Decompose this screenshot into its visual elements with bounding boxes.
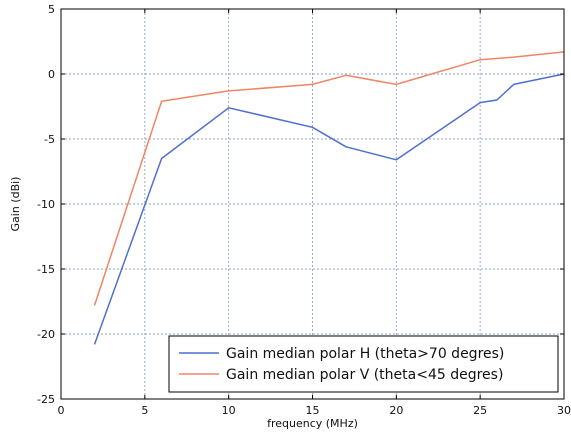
series-line-2: [93, 51, 565, 306]
axis-ticks: [60, 8, 565, 400]
y-tick-label: 5: [48, 3, 55, 16]
legend-box: [168, 335, 559, 393]
y-axis-label: Gain (dBi): [9, 177, 22, 232]
x-tick-label: 25: [473, 404, 487, 417]
grid: [61, 9, 564, 399]
y-tick-label: 0: [48, 68, 55, 81]
x-tick-label: 20: [389, 404, 403, 417]
series-lines: [93, 51, 565, 345]
legend: Gain median polar H (theta>70 degres) Gai…: [168, 335, 559, 393]
y-tick-label: -20: [37, 328, 55, 341]
y-tick-label: -25: [37, 393, 55, 406]
legend-label-2: Gain median polar V (theta<45 degres): [226, 367, 503, 383]
legend-label-1: Gain median polar H (theta>70 degres): [226, 346, 504, 362]
x-tick-label: 0: [58, 404, 65, 417]
x-tick-label: 10: [222, 404, 236, 417]
y-tick-label: -5: [44, 133, 55, 146]
y-tick-label: -10: [37, 198, 55, 211]
x-tick-label: 30: [557, 404, 571, 417]
series-line-1: [93, 73, 565, 345]
x-axis-label: frequency (MHz): [267, 417, 358, 430]
x-tick-label: 15: [306, 404, 320, 417]
y-tick-label: -15: [37, 263, 55, 276]
tick-labels: 0 5 10 15 20 25 30 -25 -20 -15 -10 -5 0 5: [37, 3, 571, 417]
x-tick-label: 5: [141, 404, 148, 417]
